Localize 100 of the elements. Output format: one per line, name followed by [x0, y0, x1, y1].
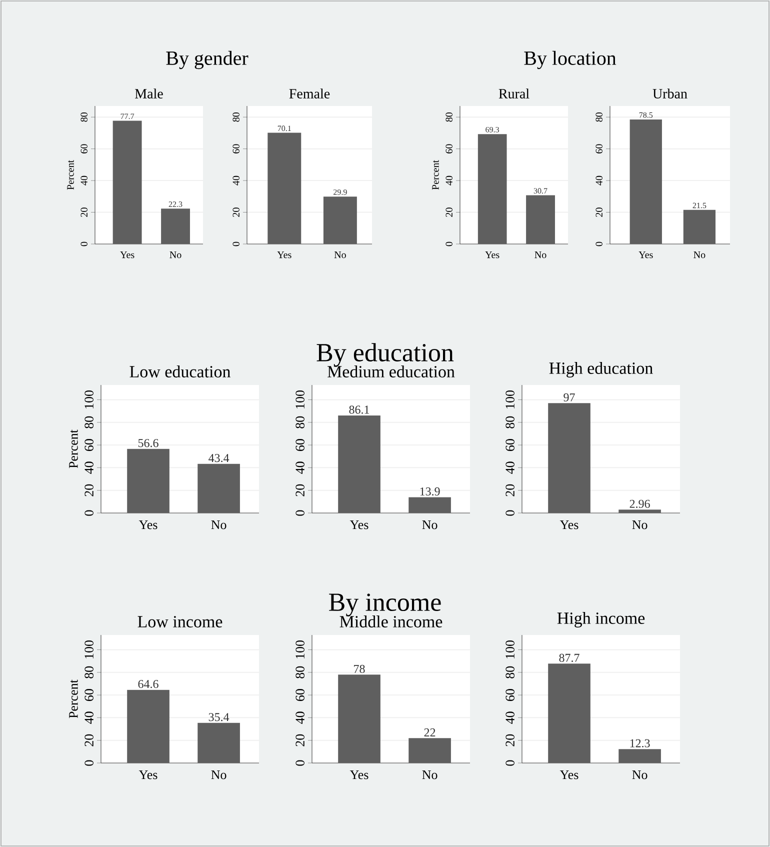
y-tick-label: 60 — [84, 689, 94, 701]
x-tick-label: Yes — [560, 520, 578, 530]
x-tick-label: Yes — [120, 252, 134, 258]
y-tick-label: 60 — [446, 144, 452, 154]
y-tick-label: 100 — [506, 640, 514, 658]
x-tick-label: No — [632, 520, 648, 530]
y-tick-label: 0 — [446, 242, 452, 246]
chart-title: Low income — [138, 616, 222, 628]
text: By income — [329, 594, 441, 616]
chart-title: Male — [135, 88, 163, 98]
x-tick-label: Yes — [638, 252, 653, 258]
x-tick-label: Yes — [350, 770, 368, 780]
y-axis-title: Percent — [432, 160, 439, 190]
y-tick-label: 0 — [596, 242, 602, 246]
y-tick-label: 60 — [296, 689, 304, 701]
x-tick-label: No — [694, 252, 706, 258]
chart-title: Medium education — [328, 366, 455, 378]
y-tick-label: 80 — [232, 112, 240, 122]
data-label: 97 — [564, 393, 575, 402]
text: By education — [316, 343, 454, 367]
x-tick-label: Yes — [350, 520, 368, 530]
y-tick-label: 60 — [596, 144, 602, 154]
data-label: 78 — [354, 664, 365, 673]
y-axis-title: Percent — [69, 430, 78, 468]
y-tick-label: 20 — [506, 484, 514, 496]
x-tick-label: Yes — [485, 252, 500, 258]
data-label: 30.7 — [534, 188, 548, 194]
y-axis-title: Percent — [69, 680, 78, 718]
text: By location — [524, 50, 616, 70]
y-tick-label: 40 — [506, 712, 514, 724]
y-tick-label: 0 — [296, 510, 304, 516]
y-tick-label: 40 — [232, 176, 240, 186]
y-tick-label: 0 — [84, 760, 94, 766]
y-tick-label: 80 — [84, 666, 94, 678]
data-label: 22.3 — [168, 202, 182, 207]
data-label: 2.96 — [630, 500, 650, 508]
y-tick-label: 0 — [232, 242, 240, 246]
y-tick-label: 20 — [232, 208, 240, 217]
y-tick-label: 80 — [296, 666, 304, 678]
y-tick-label: 80 — [80, 112, 88, 122]
data-label: 29.9 — [334, 189, 347, 195]
y-tick-label: 0 — [80, 242, 88, 246]
y-tick-label: 40 — [506, 462, 514, 474]
data-label: 69.3 — [486, 126, 499, 132]
y-tick-label: 20 — [84, 484, 94, 496]
chart-title: Rural — [498, 88, 530, 98]
data-label: 64.6 — [138, 680, 158, 688]
y-tick-label: 80 — [506, 666, 514, 678]
data-label: 13.9 — [420, 487, 440, 496]
y-tick-label: 40 — [80, 176, 88, 186]
y-tick-label: 100 — [296, 390, 304, 408]
x-tick-label: No — [211, 520, 226, 530]
y-tick-label: 60 — [80, 144, 88, 154]
x-tick-label: No — [534, 252, 546, 258]
y-tick-label: 20 — [506, 734, 514, 746]
y-tick-label: 100 — [296, 640, 304, 658]
chart-title: High education — [549, 362, 653, 378]
y-tick-label: 40 — [84, 462, 94, 474]
y-tick-label: 60 — [506, 439, 514, 451]
data-label: 87.7 — [559, 654, 580, 662]
y-tick-label: 100 — [84, 390, 94, 408]
data-label: 12.3 — [630, 739, 650, 748]
x-tick-label: No — [211, 770, 226, 780]
y-tick-label: 20 — [296, 484, 304, 496]
y-tick-label: 20 — [446, 208, 452, 217]
chart-title: Middle income — [340, 616, 442, 628]
y-tick-label: 40 — [296, 712, 304, 724]
y-tick-label: 0 — [84, 510, 94, 516]
data-label: 22 — [424, 728, 436, 736]
y-tick-label: 80 — [446, 112, 452, 122]
chart-title: Urban — [652, 88, 688, 98]
y-tick-label: 40 — [446, 176, 452, 186]
y-tick-label: 0 — [296, 760, 304, 766]
y-tick-label: 20 — [296, 734, 304, 746]
data-label: 78.5 — [639, 112, 653, 118]
y-tick-label: 20 — [596, 208, 602, 217]
y-axis-title: Percent — [67, 160, 74, 190]
x-tick-label: Yes — [138, 520, 158, 530]
x-tick-label: No — [422, 520, 438, 530]
x-tick-label: Yes — [277, 252, 292, 258]
data-label: 86.1 — [349, 406, 370, 414]
y-tick-label: 60 — [506, 689, 514, 701]
y-tick-label: 60 — [84, 439, 94, 451]
data-label: 70.1 — [278, 126, 291, 132]
data-label: 21.5 — [692, 202, 706, 208]
y-tick-label: 40 — [296, 462, 304, 474]
data-label: 77.7 — [120, 114, 134, 120]
text: By gender — [166, 50, 248, 70]
y-tick-label: 60 — [232, 144, 240, 154]
x-tick-label: No — [334, 252, 346, 258]
y-tick-label: 40 — [84, 712, 94, 724]
x-tick-label: No — [422, 770, 438, 780]
y-tick-label: 80 — [84, 416, 94, 428]
chart-title: Female — [289, 88, 330, 98]
chart-title: Low education — [130, 366, 231, 378]
y-tick-label: 100 — [506, 390, 514, 408]
x-tick-label: Yes — [138, 770, 158, 780]
y-tick-label: 80 — [506, 416, 514, 428]
x-tick-label: No — [170, 252, 182, 258]
chart-title: High income — [557, 612, 645, 628]
